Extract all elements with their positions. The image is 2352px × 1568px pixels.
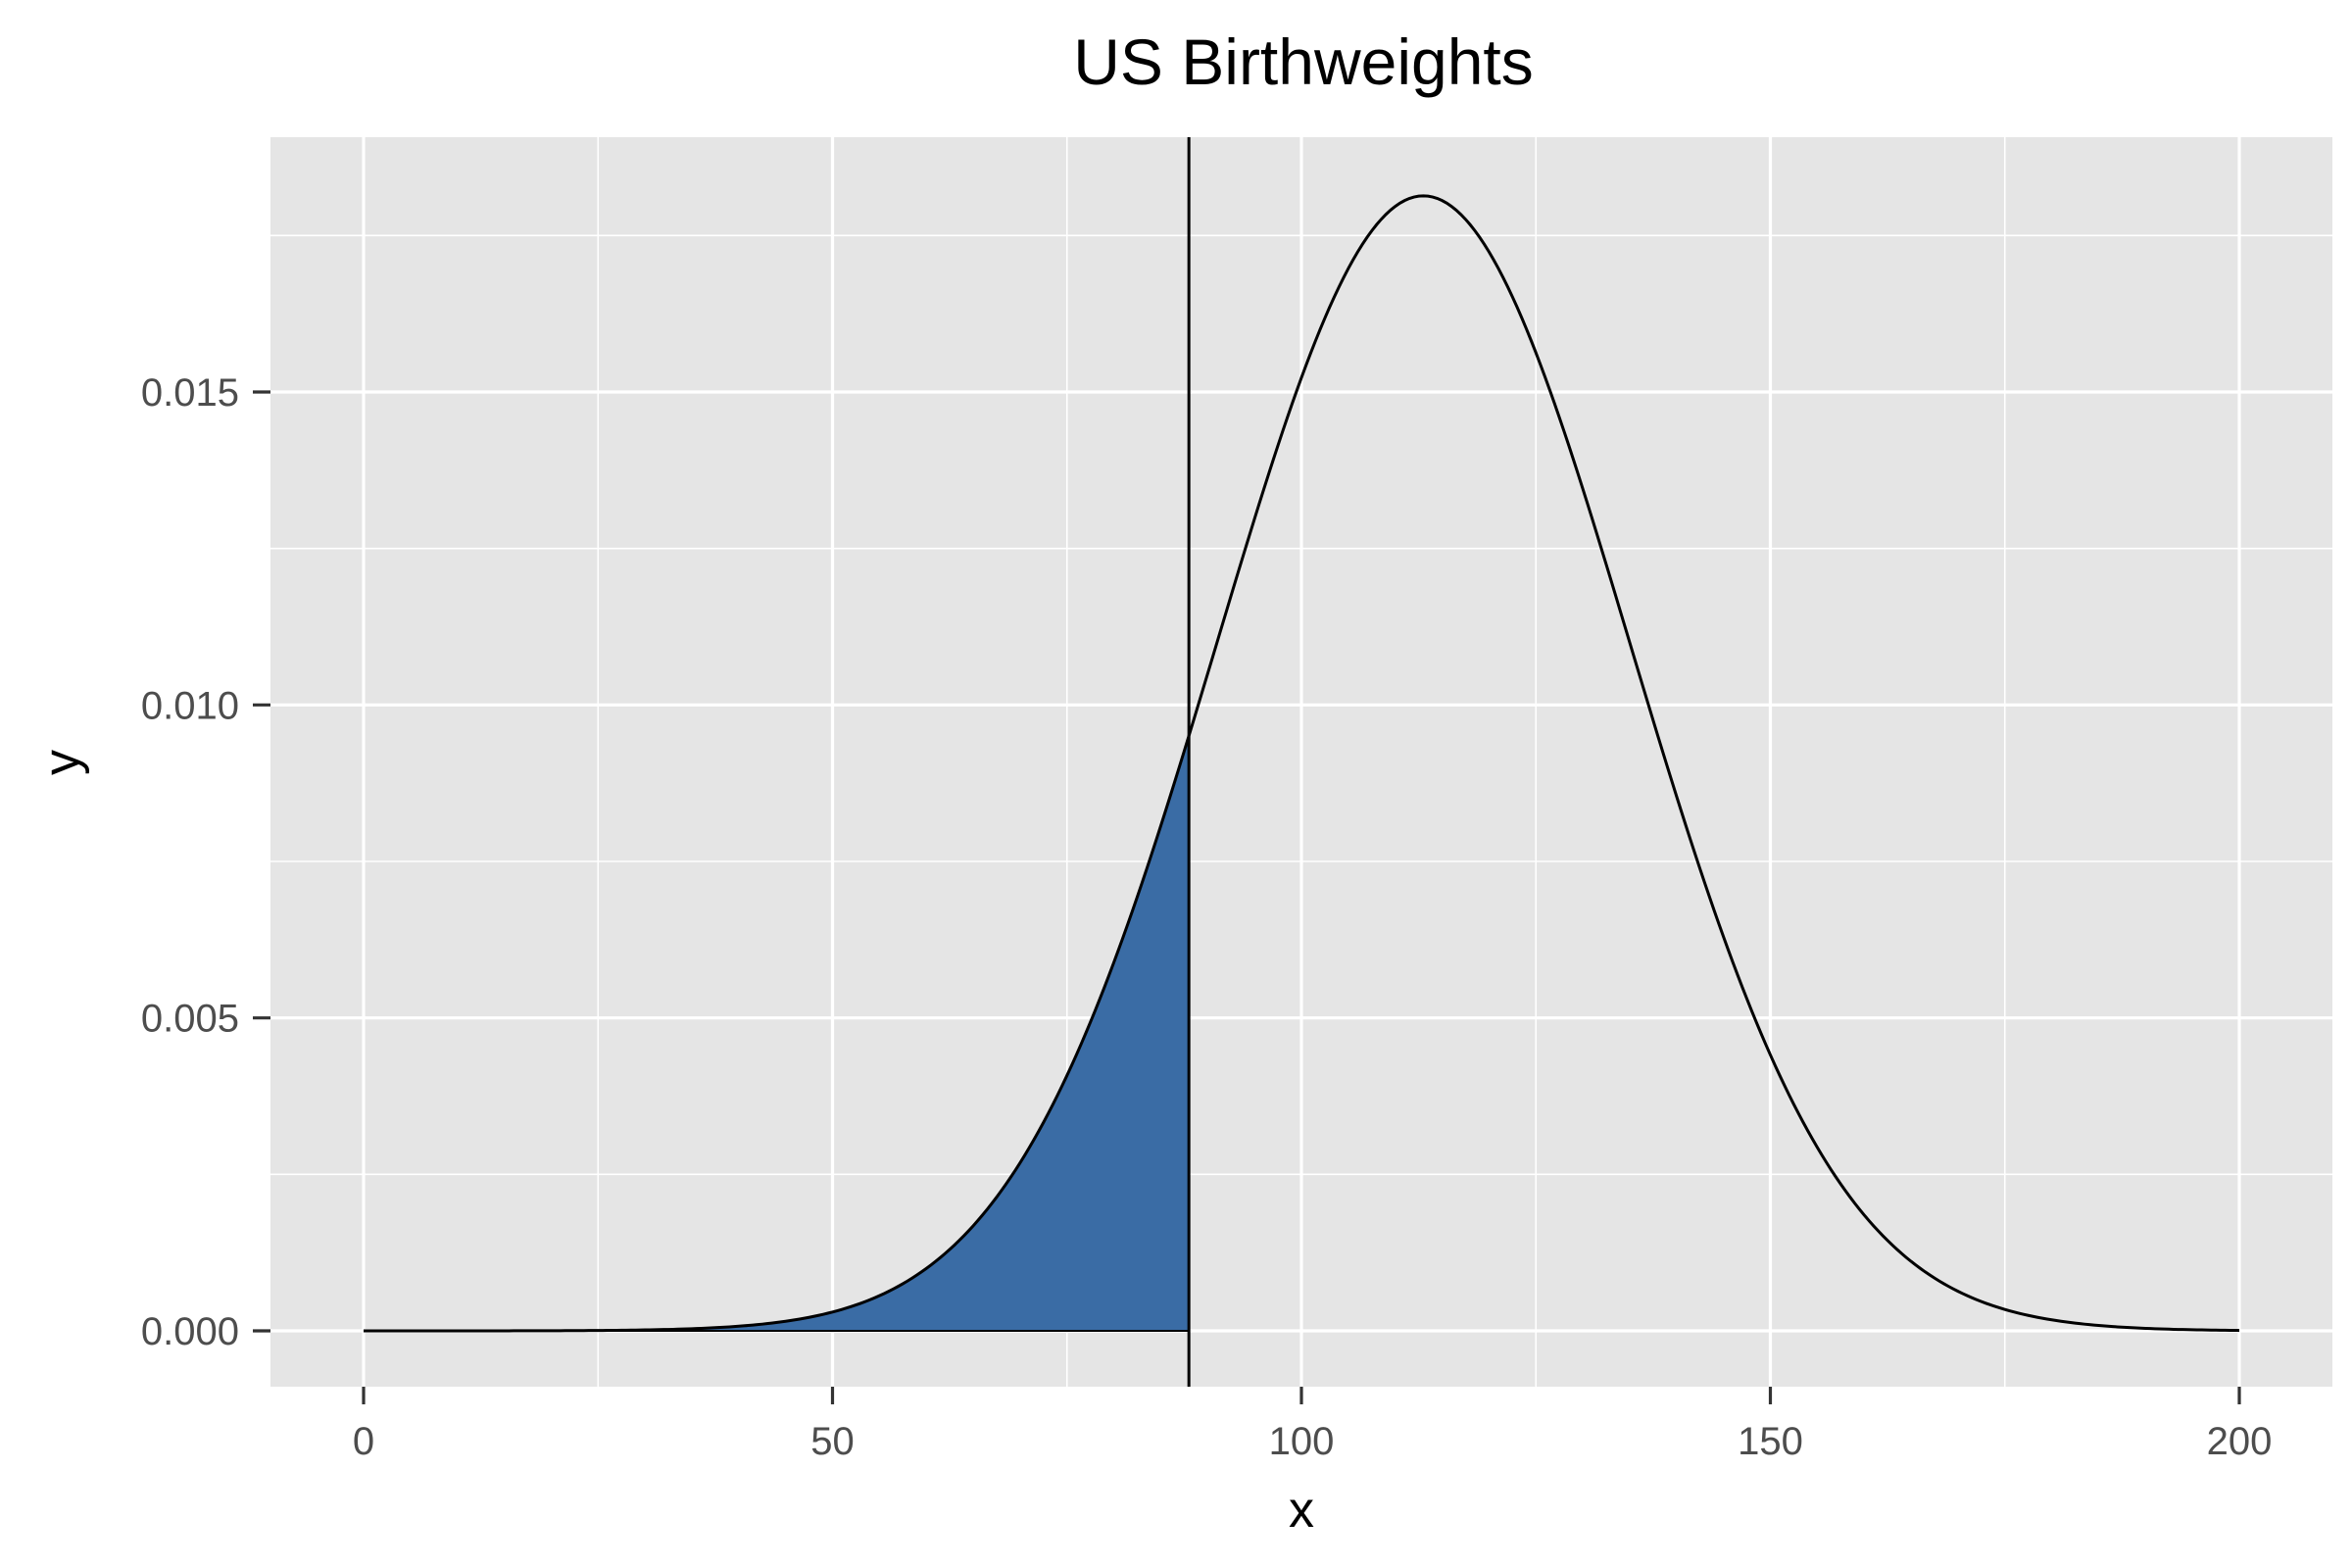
- x-tick-label: 50: [810, 1420, 855, 1463]
- chart-title: US Birthweights: [1073, 25, 1534, 98]
- y-axis-ticks: 0.000 0.005 0.010 0.015: [141, 371, 270, 1353]
- y-tick-label: 0.005: [141, 998, 239, 1041]
- y-tick-label: 0.010: [141, 684, 239, 727]
- y-tick-label: 0.000: [141, 1310, 239, 1353]
- x-tick-label: 150: [1738, 1420, 1803, 1463]
- x-tick-label: 0: [353, 1420, 374, 1463]
- x-tick-label: 200: [2207, 1420, 2273, 1463]
- x-tick-label: 100: [1269, 1420, 1335, 1463]
- x-axis-ticks: 0 50 100 150 200: [353, 1387, 2273, 1463]
- y-axis-label: y: [33, 750, 90, 775]
- y-tick-label: 0.015: [141, 371, 239, 415]
- density-curve: [364, 194, 2240, 1333]
- x-axis-label: x: [1289, 1482, 1314, 1539]
